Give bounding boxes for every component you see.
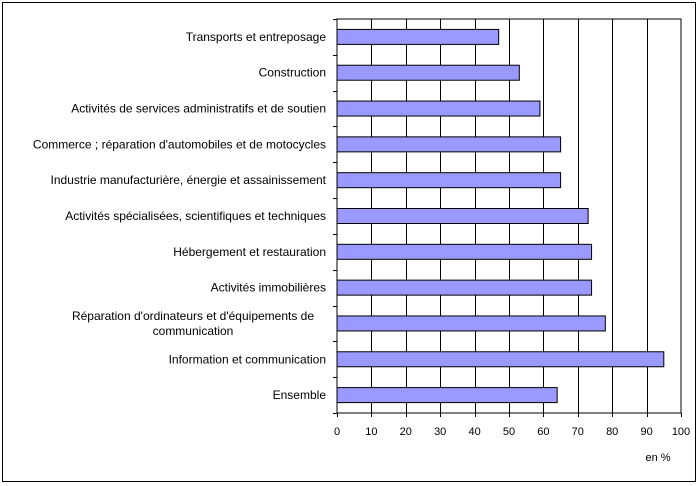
x-tick-label: 60 [537,426,549,438]
category-label: Information et communication [169,352,326,366]
category-label: Ensemble [273,388,327,402]
x-axis-unit-label: en % [645,452,670,464]
category-label: Activités immobilières [211,281,326,295]
x-tick-label: 50 [503,426,515,438]
bar [336,136,562,153]
category-label: communication [153,324,234,338]
category-label: Activités spécialisées, scientifiques et… [65,209,326,223]
category-label: Industrie manufacturière, énergie et ass… [51,173,327,187]
bar [336,172,562,189]
category-label: Construction [259,66,326,80]
x-tick-label: 0 [334,426,340,438]
bar [336,279,593,296]
x-tick-label: 100 [672,426,690,438]
category-label: Transports et entreposage [186,30,327,44]
bar [336,387,558,404]
x-tick-label: 40 [468,426,480,438]
category-label: Réparation d'ordinateurs et d'équipement… [72,309,314,323]
category-label: Hébergement et restauration [173,245,326,259]
x-tick-label: 30 [434,426,446,438]
x-tick-label: 10 [365,426,377,438]
x-tick-label: 80 [606,426,618,438]
category-label: Commerce ; réparation d'automobiles et d… [33,137,326,151]
bar [336,64,520,81]
x-tick-label: 20 [400,426,412,438]
bar [336,315,606,332]
bar [336,243,593,260]
x-tick-label: 70 [572,426,584,438]
bar [336,208,589,224]
bar [336,351,665,368]
x-tick-label: 90 [640,426,652,438]
bar [336,28,500,45]
category-label: Activités de services administratifs et … [71,102,326,116]
bar [336,100,541,117]
